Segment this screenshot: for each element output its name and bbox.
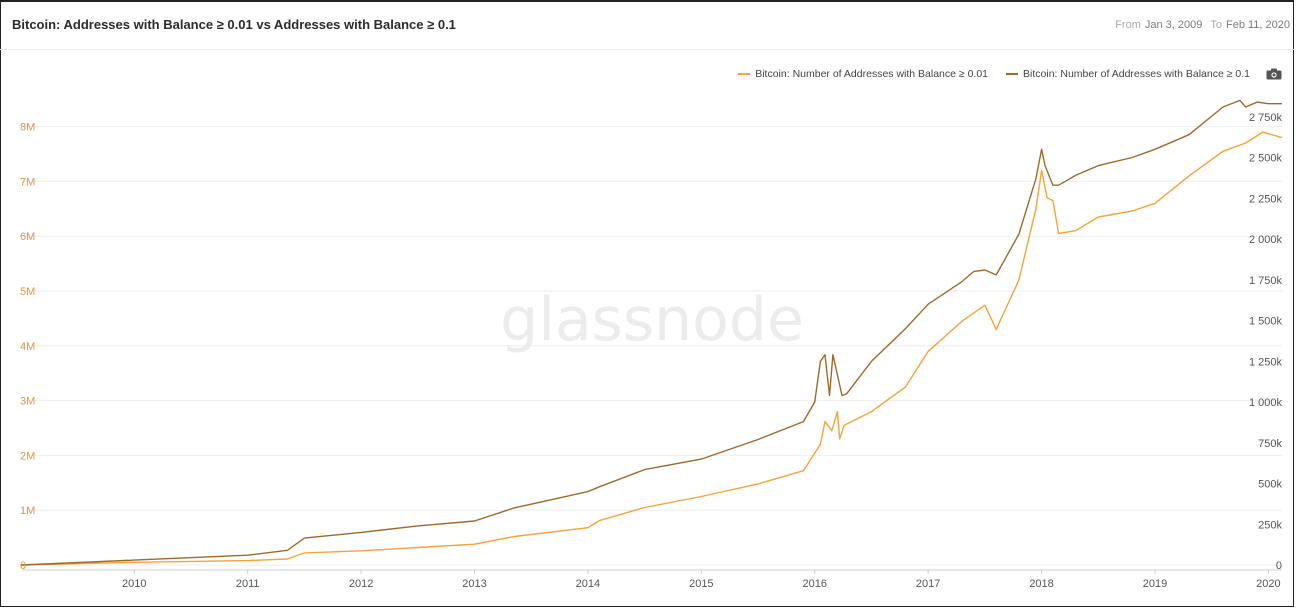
right-axis-tick-label: 2 250k — [1249, 193, 1283, 205]
x-axis-tick-label: 2014 — [576, 578, 600, 590]
x-axis-tick-label: 2013 — [462, 578, 486, 590]
x-axis-tick-label: 2011 — [236, 578, 260, 590]
legend-swatch-icon — [1006, 73, 1019, 75]
right-axis-tick-label: 500k — [1258, 479, 1282, 491]
left-axis-tick-label: 4M — [20, 341, 35, 353]
series-lines — [20, 99, 1283, 566]
from-date[interactable]: Jan 3, 2009 — [1144, 19, 1203, 31]
right-axis-tick-label: 1 750k — [1249, 275, 1283, 287]
chart-title: Bitcoin: Addresses with Balance ≥ 0.01 v… — [12, 17, 456, 32]
x-axis-tick-label: 2020 — [1256, 578, 1280, 590]
legend: Bitcoin: Number of Addresses with Balanc… — [738, 68, 1250, 80]
camera-icon[interactable] — [1266, 68, 1282, 80]
legend-swatch-icon — [738, 73, 751, 75]
right-axis-tick-label: 2 750k — [1249, 112, 1283, 124]
chart-header: Bitcoin: Addresses with Balance ≥ 0.01 v… — [0, 0, 1296, 50]
series-line-balance-01 — [20, 99, 1282, 566]
right-axis: 0 250k 500k 750k 1 000k 1 250k 1 500k 1 750k 2 0… — [1249, 112, 1283, 572]
right-axis-tick-label: 2 500k — [1249, 153, 1283, 165]
legend-label: Bitcoin: Number of Addresses with Balanc… — [755, 68, 989, 80]
to-date[interactable]: Feb 11, 2020 — [1225, 19, 1290, 31]
x-axis-tick-label: 2015 — [689, 578, 713, 590]
x-axis-tick-label: 2012 — [349, 578, 373, 590]
x-axis-tick-label: 2019 — [1143, 578, 1167, 590]
x-axis-tick-label: 2017 — [916, 578, 940, 590]
left-axis: 0 1M 2M 3M 4M 5M 6M 7M 8M — [20, 122, 35, 572]
left-axis-tick-label: 0 — [20, 560, 26, 572]
legend-item-balance-01[interactable]: Bitcoin: Number of Addresses with Balanc… — [1006, 68, 1250, 80]
left-axis-tick-label: 2M — [20, 450, 35, 462]
left-axis-tick-label: 1M — [20, 505, 35, 517]
right-axis-tick-label: 2 000k — [1249, 234, 1283, 246]
from-label: From — [1115, 19, 1141, 31]
right-axis-tick-label: 1 500k — [1249, 316, 1283, 328]
left-axis-tick-label: 8M — [20, 122, 35, 134]
x-axis-tick-label: 2016 — [803, 578, 827, 590]
watermark-text: glassnode — [500, 285, 804, 355]
date-range[interactable]: From Jan 3, 2009 To Feb 11, 2020 — [1107, 19, 1290, 31]
x-axis: 2010 2011 2012 2013 2014 2015 2016 2017 2018 2019… — [122, 570, 1281, 590]
right-axis-tick-label: 1 250k — [1249, 356, 1283, 368]
x-axis-tick-label: 2018 — [1029, 578, 1053, 590]
left-axis-tick-label: 6M — [20, 231, 35, 243]
right-axis-tick-label: 750k — [1258, 438, 1282, 450]
to-label: To — [1210, 19, 1222, 31]
left-axis-tick-label: 7M — [20, 176, 35, 188]
left-axis-tick-label: 5M — [20, 286, 35, 298]
right-axis-tick-label: 0 — [1276, 560, 1282, 572]
series-line-balance-001 — [20, 131, 1283, 566]
right-axis-tick-label: 250k — [1258, 519, 1282, 531]
grid-lines — [22, 126, 1282, 571]
right-axis-tick-label: 1 000k — [1249, 397, 1283, 409]
left-axis-tick-label: 3M — [20, 396, 35, 408]
x-axis-tick-label: 2010 — [122, 578, 146, 590]
legend-label: Bitcoin: Number of Addresses with Balanc… — [1023, 68, 1250, 80]
legend-item-balance-001[interactable]: Bitcoin: Number of Addresses with Balanc… — [738, 68, 988, 80]
